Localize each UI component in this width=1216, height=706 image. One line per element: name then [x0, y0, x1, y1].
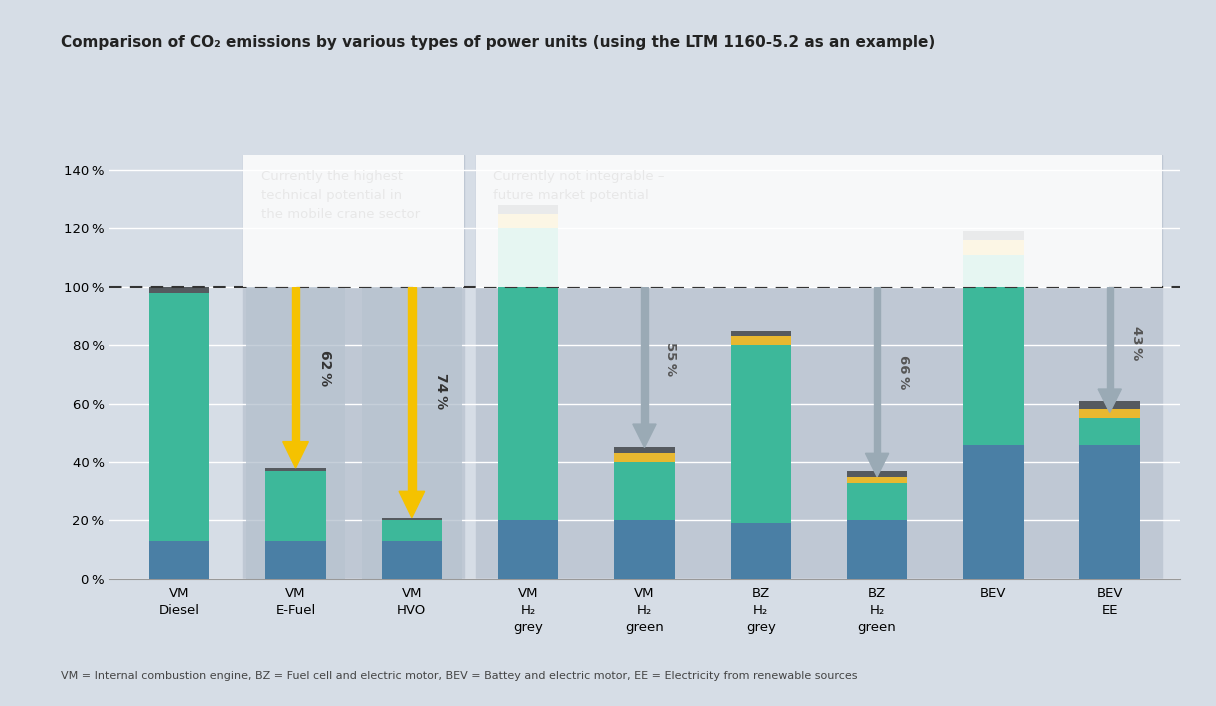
Bar	[963, 232, 1024, 240]
Bar	[475, 155, 1162, 579]
Bar	[150, 287, 209, 292]
Bar	[846, 471, 907, 477]
Bar	[963, 255, 1024, 445]
Bar	[265, 541, 326, 579]
Bar	[731, 337, 792, 345]
Bar	[150, 292, 209, 541]
Text: Currently the highest
technical potential in
the mobile crane sector: Currently the highest technical potentia…	[260, 170, 420, 221]
Bar	[265, 468, 326, 471]
Polygon shape	[399, 491, 424, 517]
Bar	[614, 448, 675, 453]
Bar	[497, 205, 558, 214]
Bar	[731, 523, 792, 579]
Bar	[1080, 409, 1139, 418]
Bar	[1080, 418, 1139, 445]
Bar	[382, 520, 443, 541]
Bar	[292, 287, 299, 442]
Bar	[846, 477, 907, 482]
Polygon shape	[632, 424, 657, 448]
Text: Currently not integrable –
future market potential: Currently not integrable – future market…	[494, 170, 665, 202]
Text: 55 %: 55 %	[664, 342, 677, 376]
Bar	[150, 541, 209, 579]
Bar	[846, 482, 907, 520]
Bar	[1107, 287, 1113, 389]
Bar	[963, 445, 1024, 579]
Bar	[497, 214, 558, 228]
Bar	[1080, 401, 1139, 409]
Bar	[497, 228, 558, 520]
Bar	[246, 287, 345, 579]
Bar	[846, 520, 907, 579]
Bar	[382, 541, 443, 579]
Bar	[963, 240, 1024, 255]
Bar	[382, 517, 443, 520]
Bar	[409, 287, 416, 491]
Bar	[874, 287, 880, 453]
Text: VM = Internal combustion engine, BZ = Fuel cell and electric motor, BEV = Battey: VM = Internal combustion engine, BZ = Fu…	[61, 671, 857, 681]
Polygon shape	[283, 442, 309, 468]
Bar	[265, 471, 326, 541]
Text: 62 %: 62 %	[317, 350, 332, 386]
Bar	[614, 453, 675, 462]
Bar	[362, 287, 462, 579]
Polygon shape	[1098, 389, 1121, 412]
Text: 66 %: 66 %	[897, 355, 910, 389]
Polygon shape	[866, 453, 889, 477]
Bar	[731, 345, 792, 523]
Text: 74 %: 74 %	[434, 373, 447, 409]
Bar	[614, 462, 675, 520]
Bar	[1080, 445, 1139, 579]
Bar	[497, 520, 558, 579]
Text: 43 %: 43 %	[1130, 326, 1143, 361]
Bar	[614, 520, 675, 579]
Bar	[243, 155, 465, 579]
Bar	[731, 330, 792, 337]
Text: Comparison of CO₂ emissions by various types of power units (using the LTM 1160-: Comparison of CO₂ emissions by various t…	[61, 35, 935, 50]
Bar	[641, 287, 648, 424]
